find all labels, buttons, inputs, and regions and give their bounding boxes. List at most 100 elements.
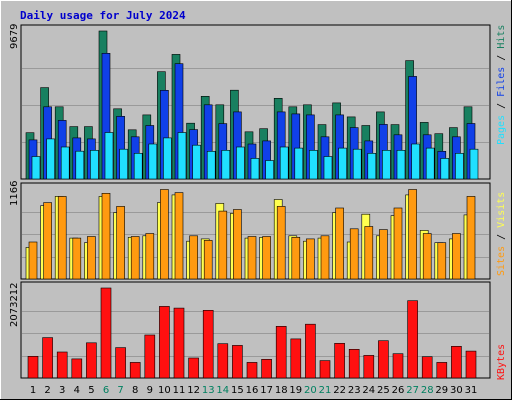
x-tick-label-day-12: 12 xyxy=(187,385,200,396)
bar-sites-day-12 xyxy=(189,235,198,280)
bar-kbytes-day-10 xyxy=(159,306,170,379)
bar-kbytes-day-29 xyxy=(436,362,448,379)
x-tick-label-day-4: 4 xyxy=(74,385,80,396)
bar-kbytes-day-16 xyxy=(246,362,258,379)
x-tick-label-day-18: 18 xyxy=(275,385,288,396)
bar-sites-day-9 xyxy=(145,233,155,280)
bar-pages-day-12 xyxy=(192,144,201,180)
legend-kbytes: KBytes xyxy=(496,344,507,380)
bar-sites-day-21 xyxy=(320,235,330,280)
legend-part-separator: / xyxy=(496,49,507,67)
bar-kbytes-day-18 xyxy=(275,325,287,379)
bar-kbytes-day-3 xyxy=(56,351,68,379)
bar-sites-day-26 xyxy=(393,207,403,280)
bar-kbytes-day-31 xyxy=(465,350,477,379)
y-max-label-hits: 9679 xyxy=(9,24,20,49)
bar-pages-day-14 xyxy=(221,150,231,180)
bar-kbytes-day-5 xyxy=(86,342,97,379)
bar-sites-day-31 xyxy=(466,196,476,280)
bar-kbytes-day-13 xyxy=(202,309,214,379)
y-max-label-visits: 1166 xyxy=(9,181,20,206)
bar-kbytes-day-28 xyxy=(421,356,433,379)
legend-part-visits: Visits xyxy=(496,192,507,228)
bar-sites-day-17 xyxy=(262,236,271,280)
x-tick-label-day-25: 25 xyxy=(377,385,390,396)
x-tick-label-day-19: 19 xyxy=(289,385,302,396)
y-max-label-kbytes: 2073212 xyxy=(9,282,20,327)
bar-sites-day-27 xyxy=(408,189,417,280)
bar-sites-day-3 xyxy=(57,196,67,280)
bar-pages-day-1 xyxy=(31,156,41,180)
bar-pages-day-13 xyxy=(206,151,216,180)
bar-sites-day-5 xyxy=(87,236,96,280)
bar-sites-day-20 xyxy=(306,238,315,280)
chart-marks xyxy=(22,30,489,379)
legend-part-pages: Pages xyxy=(496,115,507,145)
bar-sites-day-15 xyxy=(233,209,242,280)
bar-pages-day-17 xyxy=(265,160,274,180)
bar-pages-day-3 xyxy=(60,146,70,180)
bar-pages-day-30 xyxy=(455,153,464,180)
x-tick-label-day-17: 17 xyxy=(260,385,273,396)
bar-kbytes-day-2 xyxy=(42,337,53,379)
bar-kbytes-day-7 xyxy=(115,347,126,379)
bar-sites-day-1 xyxy=(28,241,38,280)
bar-pages-day-26 xyxy=(396,150,406,180)
x-tick-label-day-15: 15 xyxy=(231,385,244,396)
bar-sites-day-11 xyxy=(174,192,184,280)
bar-kbytes-day-19 xyxy=(290,338,302,379)
bar-pages-day-6 xyxy=(104,132,114,180)
bar-sites-day-22 xyxy=(335,207,344,280)
bar-pages-day-11 xyxy=(177,132,187,180)
bar-pages-day-2 xyxy=(46,138,55,180)
legend-part-hits: Hits xyxy=(496,25,507,49)
bar-pages-day-27 xyxy=(411,143,420,180)
x-tick-label-day-9: 9 xyxy=(147,385,153,396)
bar-sites-day-23 xyxy=(349,228,359,280)
chart-title: Daily usage for July 2024 xyxy=(20,9,186,22)
legend-part-separator: / xyxy=(496,228,507,246)
x-tick-label-day-27: 27 xyxy=(406,385,419,396)
bar-pages-day-28 xyxy=(425,147,435,180)
bar-sites-day-16 xyxy=(247,236,257,280)
bar-sites-day-18 xyxy=(276,206,286,280)
x-tick-label-day-5: 5 xyxy=(88,385,94,396)
x-tick-label-day-31: 31 xyxy=(465,385,478,396)
bar-pages-day-20 xyxy=(309,150,318,180)
bar-pages-day-7 xyxy=(119,148,128,180)
bar-pages-day-25 xyxy=(382,150,391,180)
bar-pages-day-23 xyxy=(352,148,362,180)
bar-sites-day-19 xyxy=(291,237,301,280)
bar-kbytes-day-30 xyxy=(451,345,462,379)
bar-sites-day-8 xyxy=(130,236,140,280)
bar-pages-day-16 xyxy=(250,158,260,180)
bar-pages-day-31 xyxy=(469,148,479,180)
bar-kbytes-day-22 xyxy=(334,342,345,379)
legend-part-sites: Sites xyxy=(496,246,507,276)
x-tick-label-day-16: 16 xyxy=(246,385,259,396)
legend-part-files: Files xyxy=(496,67,507,97)
legend-part-kbytes: KBytes xyxy=(496,344,507,380)
x-axis-day-labels: 1 2 3 4 5 6 7 8 9 10 11 12 13 14 15 16 17 18 19 20 21 22 23 24 2… xyxy=(30,385,478,396)
x-tick-label-day-13: 13 xyxy=(202,385,215,396)
bar-kbytes-day-1 xyxy=(27,355,39,379)
bar-sites-day-29 xyxy=(437,242,447,280)
bar-kbytes-day-27 xyxy=(407,300,418,379)
x-tick-label-day-30: 30 xyxy=(450,385,463,396)
bar-sites-day-25 xyxy=(379,229,388,280)
x-tick-label-day-14: 14 xyxy=(216,385,229,396)
x-tick-label-day-24: 24 xyxy=(362,385,375,396)
bar-sites-day-6 xyxy=(101,193,111,280)
x-tick-label-day-22: 22 xyxy=(333,385,346,396)
bar-sites-day-24 xyxy=(364,226,374,280)
x-tick-label-day-6: 6 xyxy=(103,385,109,396)
legend-visits-sites: Sites / Visits xyxy=(496,192,507,276)
bar-sites-day-13 xyxy=(203,240,213,280)
bar-pages-day-29 xyxy=(440,158,450,180)
bar-pages-day-18 xyxy=(279,146,289,180)
x-tick-label-day-8: 8 xyxy=(132,385,138,396)
bar-sites-day-10 xyxy=(160,189,169,280)
bar-kbytes-day-9 xyxy=(144,334,156,379)
bar-kbytes-day-26 xyxy=(392,353,404,379)
